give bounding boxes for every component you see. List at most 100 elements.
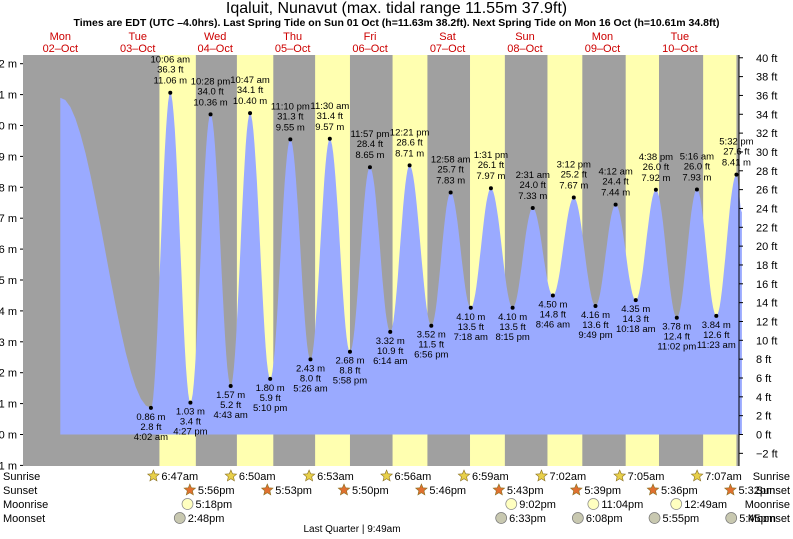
tide-curve [60, 92, 742, 435]
tide-m-label: 4.10 m [456, 312, 485, 323]
day-name-label: Wed [204, 31, 226, 43]
sunrise-time: 6:50am [239, 471, 276, 483]
y-tick-label-m: −1 m [0, 460, 17, 472]
y-tick-label-ft: 12 ft [756, 316, 777, 328]
legend-right-moonrise: Moonrise [745, 499, 790, 511]
tide-m-label: 4.16 m [581, 310, 610, 321]
moonrise-time: 9:02pm [519, 499, 556, 511]
tide-m-label: 3.52 m [417, 330, 446, 341]
moonrise-icon [587, 498, 600, 510]
legend-left-moonset: Moonset [3, 513, 45, 525]
tide-time-label: 12:21 pm [390, 127, 430, 138]
tide-m-label: 8.65 m [355, 150, 384, 161]
tide-point [714, 313, 719, 318]
tide-time-label: 3:12 pm [557, 159, 591, 170]
tide-time-label: 10:06 am [150, 55, 190, 66]
y-tick-label-m: 9 m [0, 151, 17, 163]
tide-point [653, 187, 658, 192]
tide-ft-label: 34.0 ft [197, 86, 224, 97]
moonset-icon [572, 512, 584, 524]
tide-ft-label: 34.1 ft [237, 85, 264, 96]
legend-right-sunrise: Sunrise [753, 471, 790, 483]
day-name-label: Thu [283, 31, 302, 43]
tide-ft-label: 28.4 ft [357, 139, 384, 150]
tide-m-label: 7.92 m [641, 173, 670, 184]
tide-point [388, 329, 393, 334]
moonset-icon [648, 512, 661, 524]
tide-point [488, 186, 493, 191]
tide-m-label: 0.86 m [136, 412, 165, 423]
tide-time-label: 5:26 am [293, 383, 327, 394]
tide-ft-label: 2.8 ft [140, 422, 161, 433]
legend-left-sunrise: Sunrise [3, 471, 40, 483]
tide-point [530, 206, 535, 211]
tide-point [674, 315, 679, 320]
tide-ft-label: 14.8 ft [540, 309, 567, 320]
day-date-label: 03–Oct [120, 43, 155, 55]
tide-m-label: 8.71 m [395, 148, 424, 159]
y-tick-label-m: 4 m [0, 306, 17, 318]
tide-m-label: 10.40 m [233, 96, 267, 107]
y-tick-label-ft: 8 ft [756, 354, 771, 366]
tide-time-label: 10:28 pm [191, 76, 231, 87]
tide-ft-label: 26.0 ft [684, 161, 711, 172]
y-tick-label-ft: 34 ft [756, 109, 777, 121]
tide-time-label: 7:18 am [454, 332, 488, 343]
tide-ft-label: 13.5 ft [499, 322, 526, 333]
sun-star-icon [492, 483, 506, 496]
tide-ft-label: 11.5 ft [418, 340, 444, 351]
tide-time-label: 5:58 pm [333, 376, 367, 387]
moonrise-time: 5:18pm [196, 499, 233, 511]
tide-time-label: 5:10 pm [253, 403, 287, 414]
chart-header: Iqaluit, Nunavut (max. tidal range 11.55… [74, 0, 720, 29]
y-tick-label-m: 5 m [0, 275, 17, 287]
tide-ft-label: 8.8 ft [339, 366, 360, 377]
tide-point [308, 357, 313, 362]
tide-point [367, 165, 372, 170]
moonset-time: 5:45pm [739, 513, 776, 525]
sunrise-time: 6:56am [395, 471, 432, 483]
legend-left-moonrise: Moonrise [3, 499, 48, 511]
y-tick-label-m: 3 m [0, 337, 17, 349]
tide-time-label: 4:38 pm [639, 152, 673, 163]
sunrise-time: 7:02am [549, 471, 586, 483]
tide-time-label: 4:02 am [134, 432, 168, 443]
moonset-time: 6:08pm [586, 513, 623, 525]
tide-m-label: 7.33 m [518, 191, 547, 202]
sun-star-icon [183, 483, 197, 496]
sun-star-icon [337, 483, 351, 496]
day-name-label: Tue [671, 31, 690, 43]
sunrise-time: 6:47am [161, 471, 198, 483]
day-date-label: 04–Oct [197, 43, 232, 55]
day-date-label: 08–Oct [507, 43, 542, 55]
y-tick-label-ft: 38 ft [756, 72, 777, 84]
sun-star-icon [146, 469, 160, 482]
y-tick-label-ft: 10 ft [756, 335, 777, 347]
tide-m-label: 3.78 m [662, 322, 691, 333]
tide-m-label: 2.68 m [335, 356, 364, 367]
tide-ft-label: 10.9 ft [377, 346, 404, 357]
tide-time-label: 11:57 pm [350, 129, 389, 140]
sun-star-icon [723, 483, 737, 496]
tide-m-label: 9.57 m [315, 122, 344, 133]
y-tick-label-ft: 20 ft [756, 241, 777, 253]
day-name-label: Tue [128, 31, 147, 43]
tide-m-label: 3.84 m [702, 320, 731, 331]
tide-time-label: 12:58 am [431, 155, 471, 166]
day-date-label: 10–Oct [662, 43, 697, 55]
sun-star-icon [380, 469, 394, 482]
moonset-icon [495, 512, 508, 524]
sun-star-icon [260, 483, 274, 496]
tide-m-label: 1.03 m [176, 407, 205, 418]
sunset-time: 5:53pm [275, 485, 312, 497]
y-tick-label-ft: 14 ft [756, 298, 777, 310]
tide-point [550, 293, 555, 298]
sunrise-time: 6:59am [472, 471, 509, 483]
sun-star-icon [690, 469, 704, 482]
sun-star-icon [302, 469, 316, 482]
sunrise-time: 7:07am [705, 471, 742, 483]
tide-m-label: 4.35 m [621, 304, 650, 315]
tide-point [468, 305, 473, 310]
